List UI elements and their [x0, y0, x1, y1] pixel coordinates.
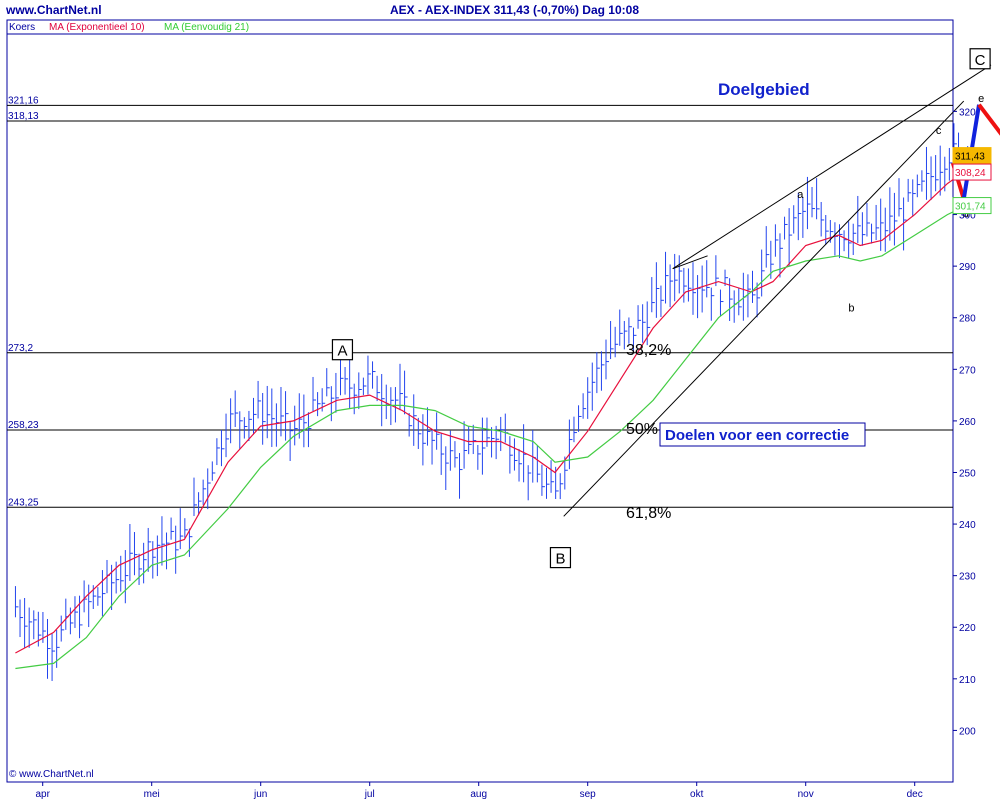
fib-50-label: 50% — [626, 421, 658, 438]
wave-label-e: e — [978, 93, 984, 105]
level-label-4: 243,25 — [8, 497, 39, 508]
fib-382-label: 38,2% — [626, 342, 671, 359]
chart-title: AEX - AEX-INDEX 311,43 (-0,70%) Dag 10:0… — [390, 3, 639, 17]
wave-labels: ABCabcde — [331, 48, 991, 569]
x-tick-label-aug: aug — [470, 789, 487, 800]
doelgebied-label: Doelgebied — [718, 80, 810, 99]
wave-box-C — [969, 48, 991, 70]
x-tick-label-jun: jun — [253, 789, 267, 800]
x-tick-label-apr: apr — [35, 789, 50, 800]
trend-channel — [563, 64, 992, 517]
wave-label-b: b — [848, 302, 854, 314]
wave-box-B — [549, 546, 572, 569]
level-label-1: 318,13 — [8, 111, 39, 122]
wave-label-a: a — [797, 189, 804, 201]
last-value-badges: 311,43 308,24 301,74 — [952, 147, 992, 215]
wave-label-A: A — [337, 343, 347, 360]
last-value-badge-1 — [952, 163, 992, 181]
last-value-label-1: 308,24 — [955, 168, 986, 179]
site-name: www.ChartNet.nl — [5, 3, 102, 17]
y-tick-label-4: 240 — [959, 520, 976, 531]
last-value-label-0: 311,43 — [955, 152, 985, 163]
last-value-badge-2 — [952, 197, 992, 215]
last-value-label-2: 301,74 — [955, 202, 986, 213]
y-tick-label-7: 270 — [959, 365, 976, 376]
legend-koers: Koers — [9, 22, 35, 33]
correctie-box — [659, 422, 866, 447]
x-axis: apr mei jun jul aug sep okt nov dec — [35, 782, 923, 800]
y-tick-label-10: 300 — [959, 211, 976, 222]
x-tick-label-sep: sep — [580, 789, 597, 800]
copyright: © www.ChartNet.nl — [9, 769, 94, 780]
trend-line-2 — [672, 255, 708, 270]
ema-line — [15, 167, 970, 654]
y-tick-label-11: 320 — [959, 107, 976, 118]
x-tick-label-mei: mei — [144, 789, 160, 800]
x-tick-label-nov: nov — [798, 789, 814, 800]
wave-label-c: c — [936, 125, 942, 137]
y-tick-label-1: 210 — [959, 675, 976, 686]
fib-618-label: 61,8% — [626, 505, 671, 522]
y-tick-label-6: 260 — [959, 417, 976, 428]
y-tick-label-3: 230 — [959, 572, 976, 583]
fibonacci-levels: 321,16 318,13 273,2 258,23 243,25 — [7, 95, 953, 508]
level-label-0: 321,16 — [8, 95, 39, 106]
legend: Koers MA (Exponentieel 10) MA (Eenvoudig… — [9, 22, 249, 33]
y-tick-label-0: 200 — [959, 726, 976, 737]
y-tick-label-8: 280 — [959, 314, 976, 325]
x-tick-label-dec: dec — [907, 789, 923, 800]
legend-sma: MA (Eenvoudig 21) — [164, 22, 249, 33]
series-lines — [15, 167, 970, 670]
wave-label-B: B — [555, 551, 565, 568]
y-tick-label-9: 290 — [959, 262, 976, 273]
trend-line-0 — [563, 100, 965, 517]
level-label-2: 273,2 — [8, 343, 33, 354]
y-tick-label-5: 250 — [959, 468, 976, 479]
legend-ema: MA (Exponentieel 10) — [49, 22, 145, 33]
y-axis: 200 210 220 230 240 250 260 270 280 290 300 320 — [953, 107, 976, 737]
y-tick-label-2: 220 — [959, 623, 976, 634]
x-tick-label-okt: okt — [690, 789, 704, 800]
sma-line — [15, 203, 970, 670]
wave-box-A — [331, 339, 354, 361]
level-label-3: 258,23 — [8, 420, 39, 431]
wave-label-C: C — [975, 52, 986, 69]
plot-frame — [6, 19, 954, 783]
x-tick-label-jul: jul — [364, 789, 375, 800]
correctie-label: Doelen voor een correctie — [665, 427, 849, 444]
trend-line-1 — [672, 64, 992, 270]
